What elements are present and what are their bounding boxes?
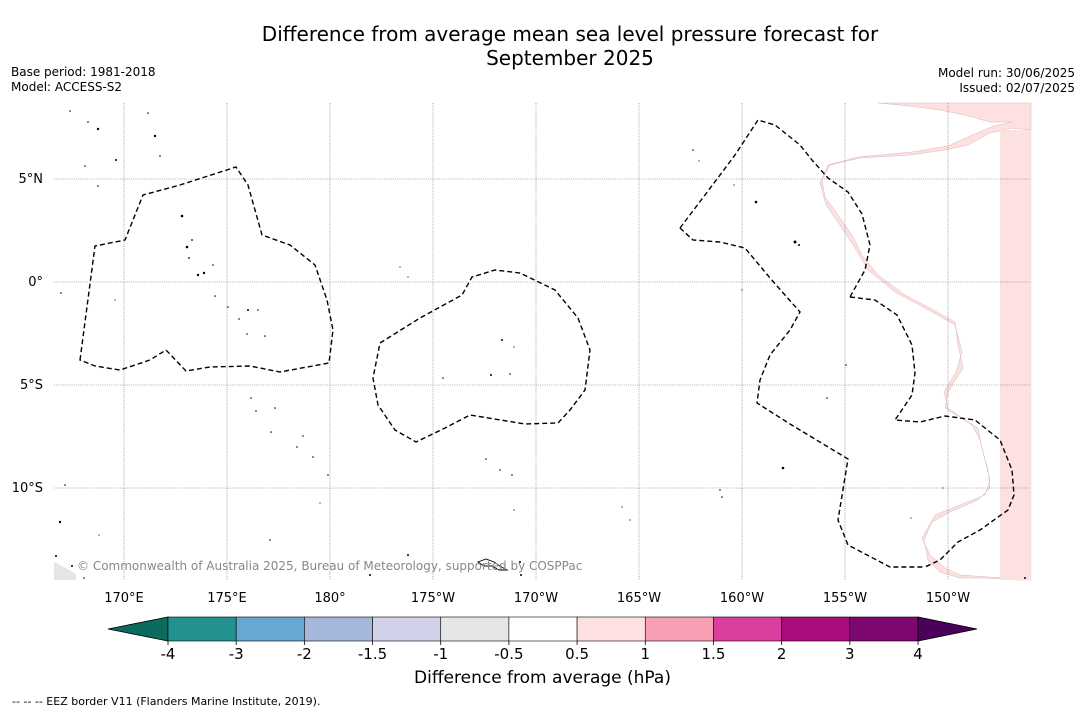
colorbar-bin (781, 616, 851, 642)
lon-label-155w: 155°W (823, 591, 867, 606)
colorbar-tick-label: 1 (640, 645, 650, 663)
colorbar-tick-label: -3 (229, 645, 244, 663)
chart-title: Difference from average mean sea level p… (0, 22, 1085, 70)
footnote-eez: -- -- -- EEZ border V11 (Flanders Marine… (12, 695, 321, 708)
model-run: Model run: 30/06/2025 (937, 66, 1075, 80)
lon-label-170w: 170°W (514, 591, 558, 606)
lon-label-175e: 175°E (207, 591, 247, 606)
colorbar-tick-label: -4 (161, 645, 176, 663)
negative-anomaly-patch (54, 562, 76, 580)
colorbar-tick-label: -2 (297, 645, 312, 663)
lat-label-0: 0° (28, 275, 43, 290)
lat-label-5s: 5°S (20, 378, 43, 393)
island-tongatapu (477, 558, 509, 571)
colorbar-bin (304, 616, 373, 642)
colorbar-tick-label: 1.5 (702, 645, 726, 663)
colorbar-bin (440, 616, 510, 642)
eez-borders (79, 119, 1015, 568)
colorbar-extend-under (107, 616, 169, 642)
colorbar-tick-label: -1.5 (358, 645, 387, 663)
colorbar-bin (508, 616, 578, 642)
lat-label-10s: 10°S (12, 481, 43, 496)
title-line-2: September 2025 (486, 46, 654, 70)
grid-lines (54, 103, 1031, 580)
colorbar-bin (849, 616, 919, 642)
meta-right: Model run: 30/06/2025 Issued: 02/07/2025 (938, 66, 1075, 96)
colorbar-tick-label: 3 (845, 645, 855, 663)
colorbar-extend-over (917, 616, 978, 642)
lat-label-5n: 5°N (19, 172, 44, 187)
colorbar-bin (576, 616, 646, 642)
lon-label-170e: 170°E (104, 591, 144, 606)
lon-label-160w: 160°W (720, 591, 764, 606)
colorbar-label: Difference from average (hPa) (414, 668, 671, 688)
issued-date: Issued: 02/07/2025 (959, 81, 1075, 95)
colorbar-bin (167, 616, 237, 642)
lon-label-180: 180° (314, 591, 345, 606)
colorbar-bin (235, 616, 305, 642)
eez-border-line-islands-south (679, 227, 925, 568)
colorbar-tick-label: -1 (433, 645, 448, 663)
positive-anomaly-region (819, 102, 1032, 581)
colorbar-bin (644, 616, 714, 642)
meta-left: Base period: 1981-2018 Model: ACCESS-S2 (11, 65, 156, 95)
model-name: Model: ACCESS-S2 (11, 80, 123, 94)
title-line-1: Difference from average mean sea level p… (261, 22, 879, 46)
colorbar-tick-label: 4 (913, 645, 923, 663)
colorbar-bin (713, 616, 782, 642)
colorbar-tick-label: 0.5 (565, 645, 589, 663)
colorbar-bin (372, 616, 442, 642)
lon-label-175w: 175°W (411, 591, 455, 606)
colorbar: -4 -3 -2 -1.5 -1 -0.5 0.5 1 1.5 2 3 4 (107, 616, 978, 663)
lon-label-150w: 150°W (926, 591, 970, 606)
positive-anomaly-edge (1000, 130, 1031, 580)
eez-border-line-islands (679, 119, 871, 298)
map-panel (54, 103, 1031, 580)
colorbar-tick-label: -0.5 (494, 645, 523, 663)
colorbar-tick-label: 2 (777, 645, 787, 663)
base-period: Base period: 1981-2018 (11, 65, 156, 79)
lon-label-165w: 165°W (617, 591, 661, 606)
copyright-notice: © Commonwealth of Australia 2025, Bureau… (77, 559, 582, 573)
